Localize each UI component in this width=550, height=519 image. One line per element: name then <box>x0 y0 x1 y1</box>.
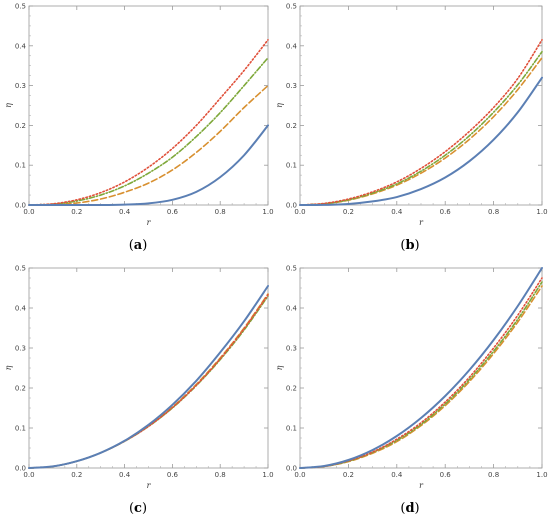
panel-c-series-dashdot-line <box>28 295 269 469</box>
panel-a-series-dashdot-line <box>28 56 269 206</box>
panel-c-series-dotted-line <box>28 294 269 469</box>
panel-d-xtick-label: 0.6 <box>440 471 452 479</box>
panel-d-ytick-label: 0.4 <box>286 305 298 313</box>
panel-c-plot: 0.0 0.2 0.4 0.6 0.8 1.0 0.0 0.1 0.2 0.3 0.4 0.5 r η <box>4 265 274 491</box>
panel-d-series-solid-line <box>299 267 543 469</box>
panel-b-xlabel: r <box>419 218 424 227</box>
panel-b-ytick-label: 0.5 <box>286 3 297 11</box>
panel-c-ytick-label: 0.5 <box>15 265 26 273</box>
panel-c-label: (c) <box>129 501 147 516</box>
panel-b-xtick-label: 0.6 <box>440 208 452 216</box>
panel-b-series-dashdot-line <box>299 50 543 206</box>
panel-a-xlabel: r <box>147 218 152 227</box>
panel-c-ylabel: η <box>4 365 13 370</box>
panel-d-plot: 0.0 0.2 0.4 0.6 0.8 1.0 0.0 0.1 0.2 0.3 0.4 0.5 r η <box>275 265 548 491</box>
panel-c-series-solid-line <box>28 285 269 469</box>
panel-a-label: (a) <box>129 238 148 253</box>
panel-a-ytick-label: 0.2 <box>15 122 26 130</box>
panel-b-xtick-label: 0.4 <box>391 208 403 216</box>
panel-c-ytick-label: 0.3 <box>15 345 26 353</box>
panel-a-ytick-label: 0.1 <box>15 162 26 170</box>
panel-b-plot: 0.0 0.2 0.4 0.6 0.8 1.0 0.0 0.1 0.2 0.3 0.4 0.5 r η <box>275 3 548 228</box>
panel-b-xtick-label: 0.8 <box>488 208 499 216</box>
panel-b-ytick-label: 0.4 <box>286 42 298 50</box>
panel-d-xlabel: r <box>419 481 424 490</box>
panel-d-ytick-label: 0.0 <box>286 465 297 473</box>
panel-a-xtick-label: 1.0 <box>262 208 273 216</box>
panel-b: 0.0 0.2 0.4 0.6 0.8 1.0 0.0 0.1 0.2 0.3 0.4 0.5 r η (… <box>275 3 548 254</box>
panel-d-label: (d) <box>400 501 419 516</box>
panel-a-series-solid-line <box>28 124 269 207</box>
panel-c-xtick-label: 1.0 <box>262 471 273 479</box>
panel-a-ytick-label: 0.5 <box>15 3 26 11</box>
panel-c-xtick-label: 0.8 <box>215 471 226 479</box>
panel-c-ytick-label: 0.0 <box>15 465 26 473</box>
panel-c-xtick-label: 0.2 <box>71 471 82 479</box>
panel-b-ytick-label: 0.0 <box>286 202 297 210</box>
panel-c-xlabel: r <box>147 481 152 490</box>
panel-c-ytick-label: 0.1 <box>15 425 26 433</box>
panel-c-xtick-label: 0.4 <box>119 471 131 479</box>
panel-d-ylabel: η <box>275 365 284 370</box>
panel-a-series-dotted-line <box>28 39 269 206</box>
panel-a-ytick-label: 0.0 <box>15 202 26 210</box>
panel-d-ytick-label: 0.3 <box>286 345 297 353</box>
panel-a-xtick-label: 0.2 <box>71 208 82 216</box>
panel-c-xtick-label: 0.6 <box>167 471 179 479</box>
panel-b-xtick-label: 0.2 <box>343 208 354 216</box>
panel-d-series-dotted-line <box>299 277 543 469</box>
panel-b-series-dashed-line <box>299 56 543 206</box>
panel-c-frame <box>28 267 269 469</box>
panel-a-xtick-label: 0.8 <box>215 208 226 216</box>
panel-b-ylabel: η <box>275 103 284 108</box>
panel-d-xtick-label: 0.8 <box>488 471 499 479</box>
panel-d-series-dashed-line <box>299 285 543 469</box>
panel-d-series-dashdot-line <box>299 281 543 469</box>
panel-d-xtick-label: 1.0 <box>536 471 547 479</box>
panel-a-series-dashed-line <box>28 84 269 206</box>
panel-a-ylabel: η <box>4 103 13 108</box>
panel-c-ytick-label: 0.4 <box>15 305 27 313</box>
panel-c-xtick-label: 0.0 <box>23 471 34 479</box>
panel-d-frame <box>299 267 543 469</box>
panel-b-ytick-label: 0.1 <box>286 162 297 170</box>
panel-b-xtick-label: 0.0 <box>294 208 305 216</box>
panel-a-frame <box>28 5 269 206</box>
panel-d-xtick-label: 0.4 <box>391 471 403 479</box>
panel-b-series-dotted-line <box>299 39 543 206</box>
panel-b-ytick-label: 0.2 <box>286 122 297 130</box>
panel-d-ytick-label: 0.2 <box>286 385 297 393</box>
panel-d-ytick-label: 0.1 <box>286 425 297 433</box>
panel-a-ytick-label: 0.3 <box>15 82 26 90</box>
panel-d-xtick-label: 0.0 <box>294 471 305 479</box>
panel-a-xtick-label: 0.0 <box>23 208 34 216</box>
panel-d: 0.0 0.2 0.4 0.6 0.8 1.0 0.0 0.1 0.2 0.3 0.4 0.5 r η (… <box>275 265 548 517</box>
panel-b-label: (b) <box>400 238 419 253</box>
panel-a: 0.0 0.2 0.4 0.6 0.8 1.0 0.0 0.1 0.2 0.3 0.4 0.5 r η (… <box>4 3 274 254</box>
panel-a-plot: 0.0 0.2 0.4 0.6 0.8 1.0 0.0 0.1 0.2 0.3 0.4 0.5 r η <box>4 3 274 228</box>
panel-a-xtick-label: 0.6 <box>167 208 179 216</box>
panel-c-series-dashed-line <box>28 293 269 469</box>
panel-b-xtick-label: 1.0 <box>536 208 547 216</box>
panel-b-frame <box>299 5 543 206</box>
panel-d-ytick-label: 0.5 <box>286 265 297 273</box>
panel-a-ytick-label: 0.4 <box>15 42 27 50</box>
panel-d-xtick-label: 0.2 <box>343 471 354 479</box>
panel-c-ytick-label: 0.2 <box>15 385 26 393</box>
panel-b-series-solid-line <box>299 76 543 206</box>
panel-c: 0.0 0.2 0.4 0.6 0.8 1.0 0.0 0.1 0.2 0.3 0.4 0.5 r η (… <box>4 265 274 517</box>
panel-a-xtick-label: 0.4 <box>119 208 131 216</box>
panel-b-ytick-label: 0.3 <box>286 82 297 90</box>
